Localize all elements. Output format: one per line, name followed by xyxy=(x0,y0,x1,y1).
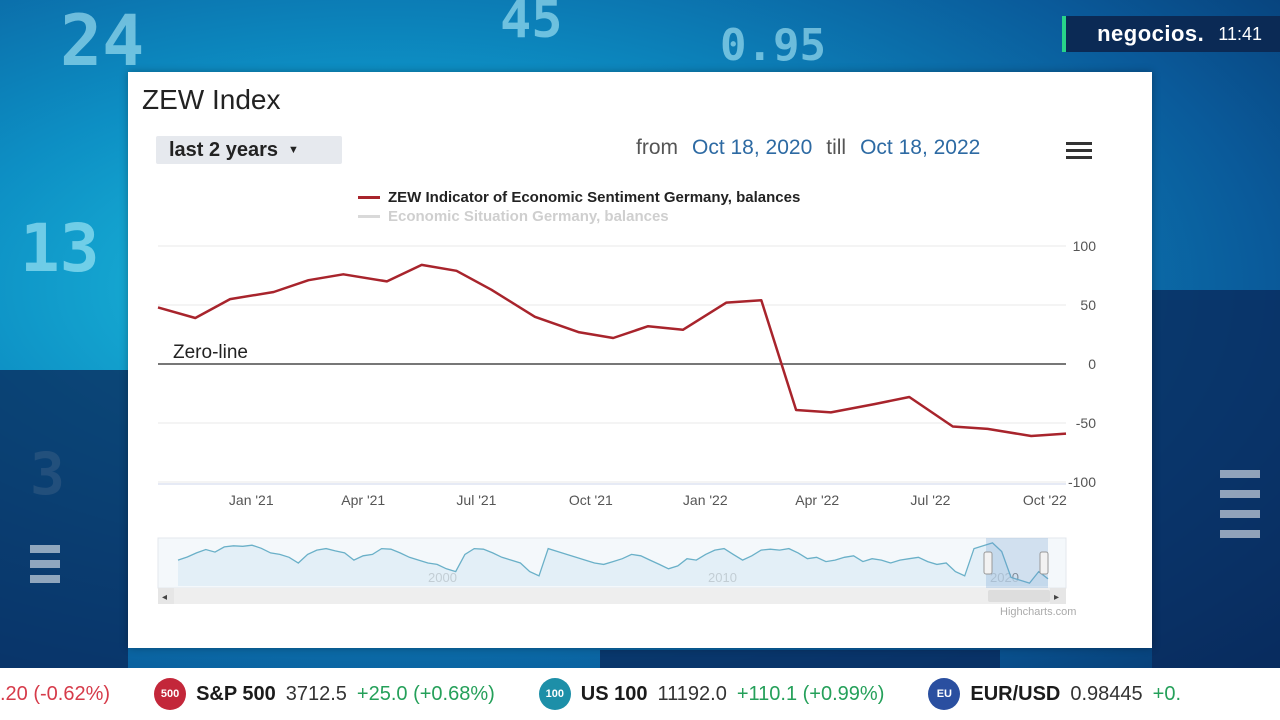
building-window xyxy=(1220,470,1260,478)
main-chart: Zero-line 100 50 0 -50 -100 Jan '21 Apr '21 Ju… xyxy=(157,238,1096,604)
y-tick-label: -100 xyxy=(1068,474,1096,490)
building-window xyxy=(30,545,60,553)
ticker-item: 100 US 100 11192.0 +110.1 (+0.99%) xyxy=(538,678,885,710)
scrollbar-track[interactable] xyxy=(158,588,1066,604)
ticker-value: 3712.5 xyxy=(285,682,347,705)
legend-item-sentiment[interactable]: ZEW Indicator of Economic Sentiment Germ… xyxy=(358,188,800,207)
ticker-change: +110.1 (+0.99%) xyxy=(736,682,885,705)
legend-label: Economic Situation Germany, balances xyxy=(388,208,669,225)
x-axis: Jan '21 Apr '21 Jul '21 Oct '21 Jan '22 Apr '… xyxy=(229,492,1067,508)
chart-title: ZEW Index xyxy=(142,84,281,115)
city-building xyxy=(600,650,1000,670)
scrollbar-left-arrow[interactable] xyxy=(158,588,174,604)
x-tick-label: Oct '22 xyxy=(1023,492,1067,508)
navigator-area xyxy=(178,542,1048,586)
y-tick-label: 100 xyxy=(1073,238,1097,254)
clock: 11:41 xyxy=(1218,23,1262,44)
till-date[interactable]: Oct 18, 2022 xyxy=(860,136,981,159)
range-select[interactable]: last 2 years ▼ xyxy=(156,136,342,164)
bg-number: 45 xyxy=(500,0,563,50)
ticker-badge-icon: 500 xyxy=(154,678,187,710)
x-tick-label: Oct '21 xyxy=(569,492,613,508)
legend-swatch xyxy=(358,215,380,218)
legend-swatch xyxy=(358,196,380,199)
ticker-value: 11192.0 xyxy=(657,682,727,705)
till-label: till xyxy=(826,136,847,159)
from-date[interactable]: Oct 18, 2020 xyxy=(692,136,813,159)
date-range: from Oct 18, 2020 till Oct 18, 2022 xyxy=(636,136,980,160)
city-building xyxy=(1152,290,1280,670)
chart-panel: ZEW Index last 2 years ▼ from Oct 18, 20… xyxy=(128,72,1152,648)
ticker-item: 500 S&P 500 3712.5 +25.0 (+0.68%) xyxy=(154,678,495,710)
x-tick-label: Jul '22 xyxy=(910,492,950,508)
ticker-badge-icon: EU xyxy=(928,678,961,710)
x-tick-label: Jan '22 xyxy=(683,492,728,508)
left-arrow-icon: ◂ xyxy=(162,592,167,603)
y-tick-label: 0 xyxy=(1088,356,1096,372)
ticker-name: US 100 xyxy=(580,682,648,705)
ticker-item: .20 (-0.62%) xyxy=(0,683,110,706)
ticker-badge-icon: 100 xyxy=(538,678,571,710)
ticker-change: +25.0 (+0.68%) xyxy=(356,682,495,705)
city-building xyxy=(0,370,128,670)
caret-down-icon: ▼ xyxy=(287,144,299,156)
legend-label: ZEW Indicator of Economic Sentiment Germ… xyxy=(388,189,801,206)
building-window xyxy=(30,575,60,583)
ticker-item: EU EUR/USD 0.98445 +0. xyxy=(928,678,1181,710)
x-tick-label: Apr '22 xyxy=(795,492,839,508)
from-label: from xyxy=(636,136,678,159)
y-axis: 100 50 0 -50 -100 xyxy=(1068,238,1096,490)
x-tick-label: Jul '21 xyxy=(456,492,496,508)
navigator-handle-left[interactable] xyxy=(983,551,993,575)
ticker-value: 0.98445 xyxy=(1070,682,1143,705)
grid-layer xyxy=(158,245,1066,485)
x-tick-label: Apr '21 xyxy=(341,492,385,508)
x-tick-label: Jan '21 xyxy=(229,492,274,508)
bg-number: 24 xyxy=(60,0,145,82)
range-select-label: last 2 years xyxy=(169,138,278,161)
navigator-selection xyxy=(986,538,1048,588)
highcharts-credit[interactable]: Highcharts.com xyxy=(1000,606,1077,618)
series-layer xyxy=(157,263,1067,438)
brand-name: negocios. xyxy=(1097,21,1205,46)
navigator-handle-right[interactable] xyxy=(1039,551,1049,575)
building-window xyxy=(1220,530,1260,538)
scrollbar-right-arrow[interactable] xyxy=(1050,588,1066,604)
ticker-change: .20 (-0.62%) xyxy=(0,682,111,705)
building-window xyxy=(1220,490,1260,498)
legend-item-situation[interactable]: Economic Situation Germany, balances xyxy=(358,207,800,226)
channel-brand: negocios. 11:41 xyxy=(1062,16,1280,52)
building-window xyxy=(30,560,60,568)
ticker-name: S&P 500 xyxy=(196,682,276,705)
right-arrow-icon: ▸ xyxy=(1054,592,1059,603)
scrollbar-thumb[interactable] xyxy=(988,590,1050,602)
bg-number: 0.95 xyxy=(720,20,826,71)
series-line-sentiment[interactable] xyxy=(157,263,1067,438)
bg-number: 13 xyxy=(20,210,100,287)
building-window xyxy=(1220,510,1260,518)
ticker-change: +0. xyxy=(1152,682,1182,705)
zero-line-annotation: Zero-line xyxy=(173,342,248,363)
y-tick-label: -50 xyxy=(1076,415,1096,431)
chart-legend: ZEW Indicator of Economic Sentiment Germ… xyxy=(358,188,800,226)
market-ticker: .20 (-0.62%) 500 S&P 500 3712.5 +25.0 (+0.68… xyxy=(0,668,1280,720)
navigator-line xyxy=(177,542,1049,584)
y-tick-label: 50 xyxy=(1080,297,1096,313)
hamburger-menu-icon[interactable] xyxy=(1066,142,1092,160)
ticker-name: EUR/USD xyxy=(970,682,1061,705)
navigator-series xyxy=(177,542,1049,586)
